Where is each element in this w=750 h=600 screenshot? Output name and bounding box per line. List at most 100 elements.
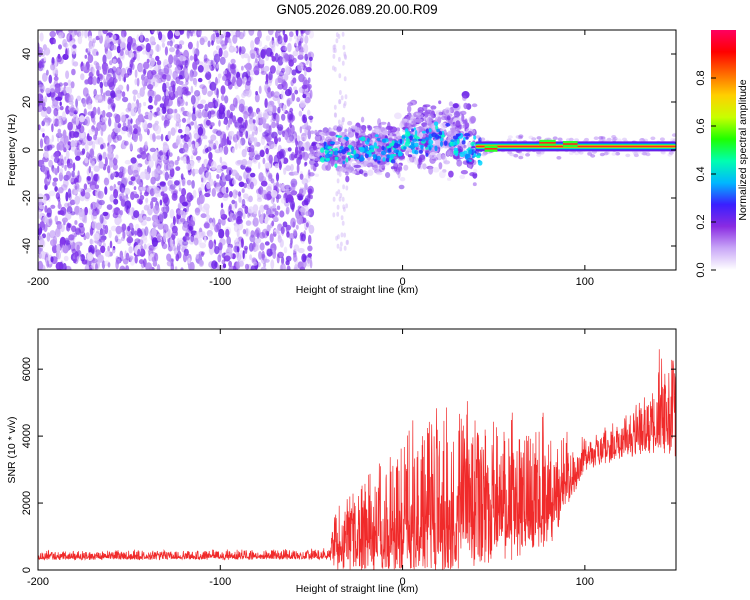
heatmap-cell (241, 188, 245, 194)
heatmap-cell (294, 39, 299, 47)
heatmap-cell (51, 134, 54, 143)
heatmap-cell (234, 121, 240, 129)
heatmap-cell (122, 167, 127, 174)
heatmap-cell (177, 202, 182, 210)
heatmap-cell (113, 188, 119, 199)
heatmap-cell (263, 48, 267, 56)
heatmap-cell (87, 103, 93, 110)
heatmap-cell (330, 150, 333, 155)
heatmap-cell (171, 231, 176, 241)
heatmap-cell (287, 54, 295, 62)
heatmap-cell (97, 190, 104, 199)
heatmap-cell (339, 90, 342, 95)
heatmap-cell (266, 248, 273, 257)
heatmap-cell (422, 163, 427, 170)
heatmap-cell (229, 41, 233, 48)
colorbar-tick-label: 0.4 (695, 166, 707, 181)
heatmap-cell (164, 171, 169, 181)
snr-series-line (38, 349, 676, 570)
heatmap-cell (127, 123, 133, 129)
heatmap-cell (272, 95, 279, 102)
heatmap-cell (285, 206, 290, 215)
heatmap-cell (296, 215, 303, 225)
colorbar-ticks: 0.0 0.2 0.4 0.6 0.8 (695, 70, 716, 278)
heatmap-cell (450, 139, 455, 142)
heatmap-cell (138, 259, 144, 265)
heatmap-cell (139, 87, 145, 97)
heatmap-cell (268, 104, 273, 115)
heatmap-cell (229, 118, 233, 125)
heatmap-cell (149, 36, 156, 45)
heatmap-cell (297, 195, 304, 201)
heatmap-cell (237, 116, 243, 124)
heatmap-cell (119, 210, 124, 216)
heatmap-cell (228, 169, 232, 176)
heatmap-cell (145, 197, 149, 203)
heatmap-cell (62, 39, 67, 47)
heatmap-cell (241, 198, 246, 207)
heatmap-cell (88, 72, 94, 78)
heatmap-cell (42, 106, 47, 112)
heatmap-cell (42, 72, 48, 82)
heatmap-cell (96, 208, 100, 215)
heatmap-cell (137, 106, 141, 115)
heatmap-cell (438, 111, 443, 116)
heatmap-cell (189, 261, 195, 270)
heatmap-cell (301, 84, 308, 90)
heatmap-cell (75, 98, 78, 108)
heatmap-cell (205, 64, 209, 74)
heatmap-cell (130, 118, 133, 124)
heatmap-cell (671, 133, 676, 137)
heatmap-cell (271, 56, 276, 62)
heatmap-cell (144, 226, 149, 237)
heatmap-cell (413, 134, 418, 139)
heatmap-cell (65, 170, 72, 180)
spectrogram-x-tick-label: -100 (209, 276, 231, 288)
heatmap-cell (418, 157, 423, 165)
heatmap-cell (92, 76, 97, 86)
heatmap-cell (342, 117, 345, 123)
heatmap-cell (209, 90, 214, 95)
heatmap-cell (428, 109, 435, 116)
heatmap-cell (216, 88, 219, 99)
heatmap-cell (236, 252, 242, 262)
heatmap-cell (303, 198, 309, 206)
heatmap-cell (292, 254, 298, 262)
heatmap-cell (282, 30, 286, 36)
heatmap-cell (69, 34, 73, 43)
heatmap-cell (206, 63, 212, 72)
heatmap-cell (72, 162, 76, 172)
heatmap-cell (57, 203, 62, 209)
heatmap-cell (239, 260, 244, 267)
heatmap-cell (144, 171, 151, 181)
heatmap-cell (105, 90, 112, 97)
heatmap-cell (91, 140, 96, 151)
heatmap-cell (44, 150, 49, 159)
heatmap-cell (217, 166, 220, 172)
heatmap-cell (190, 85, 194, 94)
heatmap-cell (158, 212, 164, 222)
heatmap-cell (186, 134, 189, 142)
figure-title: GN05.2026.089.20.00.R09 (276, 2, 437, 17)
heatmap-cell (161, 238, 165, 247)
heatmap-cell (206, 146, 212, 152)
heatmap-cell (107, 262, 111, 268)
heatmap-cell (389, 126, 398, 133)
heatmap-cell (336, 204, 340, 210)
heatmap-cell (136, 45, 143, 52)
heatmap-cell (210, 134, 217, 141)
heatmap-cell (68, 94, 74, 102)
heatmap-cell (309, 259, 313, 269)
heatmap-cell (299, 207, 306, 213)
heatmap-cell (233, 245, 239, 253)
heatmap-cell (151, 30, 156, 33)
heatmap-cell (307, 245, 313, 252)
heatmap-cell (324, 161, 328, 166)
heatmap-cell (258, 40, 263, 47)
heatmap-cell (344, 128, 348, 133)
heatmap-cell (208, 239, 214, 250)
heatmap-cell (179, 237, 183, 247)
heatmap-cell (212, 97, 216, 105)
heatmap-cell (166, 114, 173, 119)
heatmap-cell (266, 224, 271, 233)
